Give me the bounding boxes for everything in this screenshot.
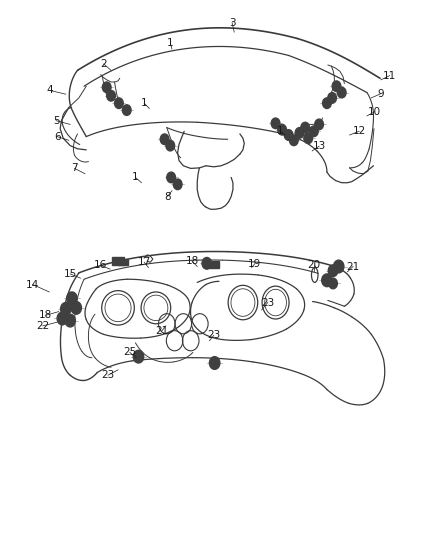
Text: 4: 4	[47, 85, 53, 95]
Circle shape	[322, 98, 331, 109]
Text: 12: 12	[353, 126, 366, 136]
Text: 8: 8	[164, 191, 171, 201]
Circle shape	[295, 127, 304, 138]
Text: 17: 17	[138, 257, 151, 267]
Circle shape	[332, 81, 341, 92]
Circle shape	[57, 312, 67, 325]
Circle shape	[167, 172, 176, 183]
Circle shape	[60, 303, 71, 316]
Circle shape	[284, 130, 293, 140]
Circle shape	[107, 91, 116, 101]
Circle shape	[65, 314, 75, 327]
Circle shape	[166, 140, 175, 151]
Circle shape	[67, 292, 77, 305]
Text: 11: 11	[383, 70, 396, 80]
Text: 5: 5	[53, 116, 60, 126]
Circle shape	[173, 179, 182, 190]
Text: 16: 16	[94, 261, 107, 270]
Text: 14: 14	[26, 279, 39, 289]
Circle shape	[71, 302, 81, 314]
Text: 20: 20	[307, 261, 321, 270]
Circle shape	[328, 265, 338, 277]
Text: 19: 19	[248, 259, 261, 269]
Circle shape	[102, 82, 111, 93]
Circle shape	[202, 257, 212, 269]
Circle shape	[209, 357, 220, 369]
Circle shape	[115, 98, 123, 109]
Text: 23: 23	[261, 297, 274, 308]
Text: 23: 23	[101, 370, 115, 380]
Circle shape	[322, 274, 332, 287]
Polygon shape	[208, 261, 219, 268]
Polygon shape	[112, 257, 124, 265]
Circle shape	[328, 278, 337, 289]
Text: 1: 1	[277, 126, 283, 136]
Text: 7: 7	[71, 164, 78, 173]
Circle shape	[271, 118, 280, 128]
Circle shape	[290, 135, 298, 146]
Circle shape	[133, 350, 144, 363]
Text: 10: 10	[368, 107, 381, 117]
Text: 15: 15	[64, 269, 77, 279]
Text: 25: 25	[123, 348, 136, 358]
Text: 18: 18	[39, 310, 53, 320]
Text: 9: 9	[378, 88, 384, 99]
Text: 13: 13	[312, 141, 326, 151]
Text: 21: 21	[346, 262, 360, 271]
Text: 6: 6	[54, 132, 60, 142]
Text: 1: 1	[167, 38, 173, 48]
Text: 23: 23	[207, 330, 220, 341]
Text: 1: 1	[132, 172, 139, 182]
Circle shape	[315, 119, 323, 130]
Circle shape	[333, 260, 344, 273]
Circle shape	[160, 134, 169, 144]
Text: 22: 22	[36, 321, 49, 331]
Polygon shape	[118, 259, 128, 265]
Text: 1: 1	[141, 98, 148, 108]
Circle shape	[337, 87, 346, 98]
Circle shape	[122, 105, 131, 115]
Circle shape	[301, 122, 310, 133]
Circle shape	[328, 93, 336, 103]
Text: 21: 21	[155, 326, 168, 336]
Text: 2: 2	[100, 59, 107, 69]
Text: 18: 18	[185, 256, 199, 266]
Circle shape	[310, 126, 318, 136]
Circle shape	[304, 133, 313, 143]
Text: 3: 3	[229, 18, 235, 28]
Circle shape	[278, 124, 286, 135]
